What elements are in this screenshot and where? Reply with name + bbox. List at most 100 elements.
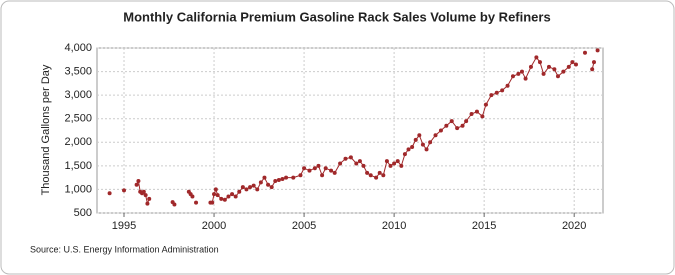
- marker: [258, 180, 263, 185]
- y-axis-label: Thousand Gallons per Day: [40, 64, 52, 195]
- marker: [147, 196, 152, 201]
- marker: [413, 137, 418, 142]
- marker: [141, 189, 146, 194]
- marker: [233, 194, 238, 199]
- x-tick-label: 2000: [202, 220, 226, 232]
- marker: [489, 93, 494, 98]
- marker: [226, 194, 231, 199]
- marker: [566, 64, 571, 69]
- marker: [237, 189, 242, 194]
- marker: [291, 175, 296, 180]
- marker: [483, 102, 488, 107]
- marker: [262, 175, 267, 180]
- marker: [134, 182, 139, 187]
- marker: [546, 64, 551, 69]
- marker: [582, 50, 587, 55]
- marker: [552, 67, 557, 72]
- marker: [438, 128, 443, 133]
- marker: [480, 114, 485, 119]
- marker: [302, 166, 307, 171]
- marker: [505, 83, 510, 88]
- marker: [377, 170, 382, 175]
- marker: [255, 187, 260, 192]
- marker: [365, 170, 370, 175]
- marker: [323, 166, 328, 171]
- marker: [388, 163, 393, 168]
- marker: [433, 133, 438, 138]
- marker: [449, 119, 454, 124]
- source: Source: U.S. Energy Information Administ…: [30, 244, 219, 254]
- marker: [455, 126, 460, 131]
- marker: [368, 173, 373, 178]
- marker: [230, 192, 235, 197]
- marker: [561, 69, 566, 74]
- marker: [500, 88, 505, 93]
- marker: [395, 159, 400, 164]
- marker: [392, 161, 397, 166]
- plot-area: [96, 47, 604, 214]
- marker: [244, 187, 249, 192]
- marker: [444, 123, 449, 128]
- marker: [469, 112, 474, 116]
- marker: [145, 201, 150, 206]
- marker: [417, 133, 422, 138]
- marker: [280, 177, 285, 182]
- marker: [329, 168, 334, 173]
- y-tick-label: 4,000: [64, 42, 92, 54]
- marker: [474, 109, 479, 114]
- marker: [215, 193, 220, 198]
- marker: [143, 193, 148, 198]
- marker: [591, 60, 596, 65]
- marker: [338, 161, 343, 166]
- y-tick-label: 3,000: [64, 89, 92, 101]
- marker: [298, 173, 303, 178]
- marker: [251, 183, 256, 188]
- marker: [332, 170, 337, 175]
- marker: [240, 185, 245, 190]
- marker: [424, 147, 429, 152]
- marker: [590, 67, 595, 72]
- x-tick-label: 2015: [472, 220, 496, 232]
- marker: [516, 71, 521, 76]
- x-tick-label: 2020: [562, 220, 586, 232]
- marker: [172, 202, 177, 207]
- y-tick-label: 3,500: [64, 65, 92, 77]
- line: [210, 56, 577, 204]
- marker: [210, 200, 215, 205]
- marker: [284, 175, 289, 180]
- marker: [320, 173, 325, 178]
- y-tick-label: 2,500: [64, 113, 92, 125]
- marker: [428, 140, 433, 145]
- marker: [213, 187, 218, 192]
- marker: [269, 185, 274, 190]
- marker: [381, 173, 386, 178]
- marker: [555, 74, 560, 79]
- marker: [348, 155, 353, 160]
- marker: [570, 60, 575, 65]
- marker: [357, 159, 362, 164]
- marker: [122, 188, 127, 193]
- marker: [312, 166, 317, 171]
- marker: [460, 123, 465, 128]
- marker: [374, 175, 379, 180]
- y-tick-label: 1,500: [64, 160, 92, 172]
- marker: [354, 161, 359, 166]
- marker: [510, 74, 515, 79]
- marker: [494, 90, 499, 95]
- marker: [402, 152, 407, 157]
- marker: [343, 156, 348, 161]
- marker: [212, 192, 217, 197]
- marker: [406, 147, 411, 152]
- marker: [316, 163, 321, 168]
- marker: [222, 197, 227, 202]
- marker: [537, 60, 542, 65]
- marker: [523, 76, 528, 81]
- y-tick-label: 500: [74, 207, 92, 219]
- marker: [273, 178, 278, 183]
- marker: [464, 119, 469, 124]
- y-tick-label: 2,000: [64, 136, 92, 148]
- marker: [219, 196, 224, 201]
- chart-title: Monthly California Premium Gasoline Rack…: [123, 9, 550, 24]
- marker: [573, 62, 578, 67]
